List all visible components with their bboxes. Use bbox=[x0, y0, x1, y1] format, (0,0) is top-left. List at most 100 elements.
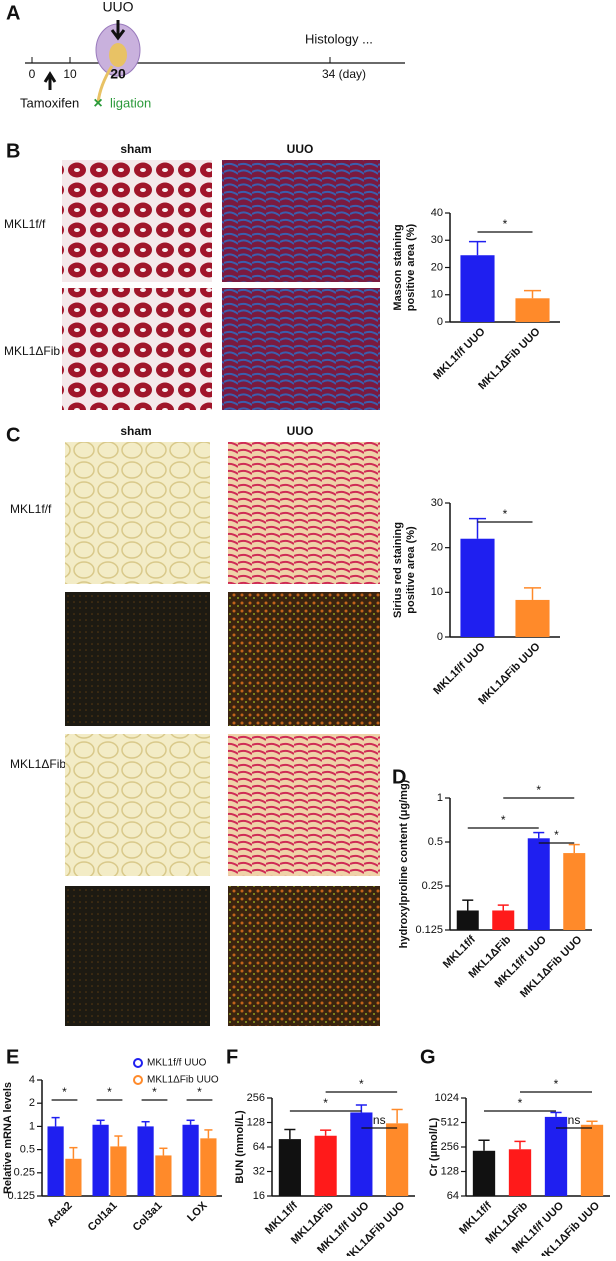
bar bbox=[456, 910, 479, 930]
legend-marker bbox=[133, 1058, 143, 1068]
y-tick-label: 2 bbox=[29, 1097, 35, 1109]
y-tick-label: 1 bbox=[437, 792, 443, 804]
y-tick-label: 40 bbox=[431, 207, 443, 219]
micrograph bbox=[65, 442, 210, 584]
bar bbox=[563, 853, 586, 930]
bar bbox=[580, 1124, 604, 1196]
row-label: MKL1f/f bbox=[4, 217, 46, 231]
bar bbox=[460, 255, 495, 322]
y-tick-label: 16 bbox=[253, 1190, 265, 1202]
y-tick-label: 256 bbox=[441, 1141, 459, 1153]
timeline-label: 20 bbox=[110, 66, 126, 82]
micrograph bbox=[228, 592, 380, 726]
y-tick-label: 0.125 bbox=[7, 1190, 35, 1202]
micrograph bbox=[62, 288, 212, 410]
bar bbox=[278, 1139, 301, 1196]
panel-label: D bbox=[392, 766, 406, 788]
y-tick-label: 64 bbox=[447, 1190, 459, 1202]
y-tick-label: 256 bbox=[247, 1092, 265, 1104]
y-axis-label: Sirius red staining bbox=[392, 522, 404, 618]
y-tick-label: 10 bbox=[431, 586, 443, 598]
panel-label: A bbox=[6, 2, 20, 24]
uuo-arrow bbox=[110, 20, 126, 41]
y-axis-label: Masson staining bbox=[392, 224, 404, 310]
y-tick-label: 20 bbox=[431, 542, 443, 554]
y-tick-label: 1024 bbox=[435, 1092, 459, 1104]
y-tick-label: 0.5 bbox=[428, 836, 443, 848]
micrograph bbox=[228, 442, 380, 584]
y-tick-label: 0.25 bbox=[14, 1167, 35, 1179]
ligation-mark: × bbox=[93, 95, 102, 112]
column-label: sham bbox=[120, 142, 151, 156]
y-tick-label: 1 bbox=[29, 1120, 35, 1132]
bar bbox=[472, 1150, 496, 1196]
micrograph bbox=[228, 734, 380, 876]
bar bbox=[492, 910, 515, 930]
significance-label: * bbox=[359, 1077, 364, 1091]
micrograph bbox=[65, 734, 210, 876]
micrograph bbox=[228, 886, 380, 1026]
x-tick-label: Col3a1 bbox=[131, 1200, 165, 1234]
bar bbox=[110, 1146, 127, 1196]
panel-label: F bbox=[226, 1046, 238, 1068]
y-tick-label: 0.25 bbox=[422, 880, 443, 892]
row-label: MKL1ΔFib bbox=[4, 344, 60, 358]
column-label: UUO bbox=[287, 142, 314, 156]
panel-label: C bbox=[6, 424, 20, 446]
significance-label: * bbox=[554, 828, 559, 842]
significance-label: ns bbox=[568, 1113, 581, 1127]
y-axis-label: hydroxylproline content (μg/mg) bbox=[398, 779, 410, 948]
y-tick-label: 128 bbox=[247, 1116, 265, 1128]
bar bbox=[137, 1126, 154, 1196]
significance-label: * bbox=[152, 1085, 157, 1099]
legend-label: MKL1f/f UUO bbox=[147, 1058, 207, 1069]
significance-label: * bbox=[197, 1085, 202, 1099]
bar bbox=[527, 838, 550, 930]
y-tick-label: 0.5 bbox=[20, 1144, 35, 1156]
event-label: UUO bbox=[102, 0, 133, 15]
significance-label: * bbox=[501, 813, 506, 827]
micrograph bbox=[222, 160, 380, 282]
y-tick-label: 512 bbox=[441, 1116, 459, 1128]
y-tick-label: 64 bbox=[253, 1141, 265, 1153]
significance-label: * bbox=[536, 783, 541, 797]
y-tick-label: 0 bbox=[437, 631, 443, 643]
y-tick-label: 30 bbox=[431, 234, 443, 246]
column-label: sham bbox=[120, 424, 151, 438]
ureter bbox=[96, 65, 114, 104]
x-tick-label: MKL1ΔFib UUO bbox=[518, 933, 585, 1000]
y-tick-label: 128 bbox=[441, 1165, 459, 1177]
significance-label: ns bbox=[373, 1113, 386, 1127]
bar bbox=[515, 599, 550, 637]
panel-label: G bbox=[420, 1046, 436, 1068]
micrograph bbox=[222, 288, 380, 410]
procedure-label: ligation bbox=[110, 95, 151, 110]
x-tick-label: MKL1f/f bbox=[457, 1199, 494, 1236]
y-tick-label: 4 bbox=[29, 1074, 35, 1086]
bar bbox=[65, 1158, 82, 1196]
bar bbox=[515, 298, 550, 322]
treatment-label: Tamoxifen bbox=[20, 95, 79, 110]
bar bbox=[47, 1126, 64, 1196]
bar bbox=[544, 1116, 568, 1196]
y-tick-label: 0 bbox=[437, 316, 443, 328]
y-axis-label: Relative mRNA levels bbox=[2, 1082, 14, 1194]
micrograph bbox=[65, 592, 210, 726]
x-tick-label: MKL1f/f UUO bbox=[431, 325, 488, 382]
significance-label: * bbox=[518, 1096, 523, 1110]
x-tick-label: Col1a1 bbox=[86, 1200, 120, 1234]
bar bbox=[182, 1124, 199, 1196]
y-tick-label: 10 bbox=[431, 289, 443, 301]
micrograph bbox=[65, 886, 210, 1026]
timeline-label: 0 bbox=[29, 67, 36, 81]
x-tick-label: Acta2 bbox=[45, 1200, 75, 1230]
y-tick-label: 0.125 bbox=[415, 924, 443, 936]
bar bbox=[350, 1112, 373, 1196]
y-axis-label: positive area (%) bbox=[405, 526, 417, 614]
panel-label: E bbox=[6, 1046, 19, 1068]
y-axis-label: positive area (%) bbox=[405, 223, 417, 311]
bar bbox=[508, 1149, 532, 1196]
y-axis-label: BUN (mmol/L) bbox=[234, 1110, 246, 1184]
